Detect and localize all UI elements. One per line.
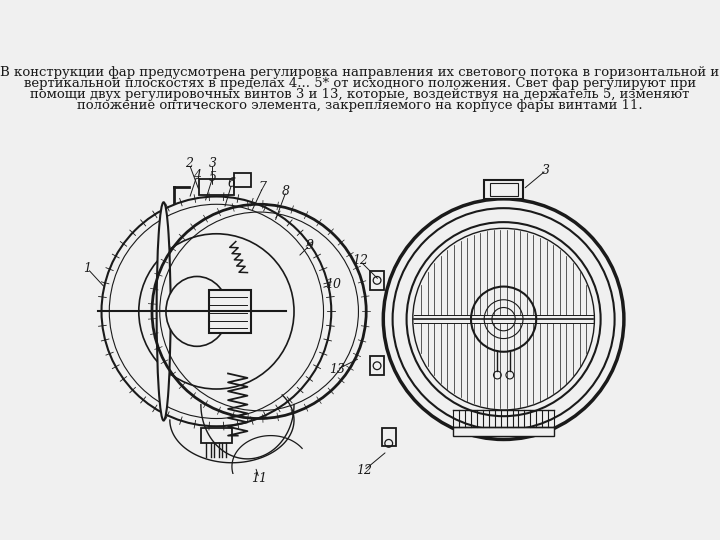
Bar — [453, 427, 554, 436]
Text: 1: 1 — [84, 262, 91, 275]
Circle shape — [383, 199, 624, 440]
Text: 5: 5 — [209, 171, 217, 184]
Text: 11: 11 — [251, 472, 267, 485]
Text: 3: 3 — [542, 164, 550, 177]
Circle shape — [471, 287, 536, 352]
Bar — [490, 183, 518, 195]
Text: вертикальной плоскостях в пределах 4... 5* от исходного положения. Свет фар регу: вертикальной плоскостях в пределах 4... … — [24, 77, 696, 90]
Bar — [234, 173, 251, 187]
Text: помощи двух регулировочных винтов 3 и 13, которые, воздействуя на держатель 5, и: помощи двух регулировочных винтов 3 и 13… — [30, 88, 690, 101]
Bar — [370, 356, 384, 375]
Text: 2: 2 — [185, 158, 193, 171]
Bar — [382, 428, 396, 447]
Text: 7: 7 — [259, 181, 267, 194]
Ellipse shape — [166, 276, 228, 346]
Bar — [370, 271, 384, 289]
Text: 9: 9 — [305, 239, 313, 252]
Text: 4: 4 — [193, 169, 201, 182]
Bar — [209, 289, 251, 333]
Ellipse shape — [157, 202, 171, 421]
Text: положение оптического элемента, закрепляемого на корпусе фары винтами 11.: положение оптического элемента, закрепля… — [77, 99, 643, 112]
Text: 12: 12 — [356, 464, 372, 477]
Bar — [199, 179, 234, 195]
Text: 6: 6 — [228, 177, 236, 190]
Text: В конструкции фар предусмотрена регулировка направления их светового потока в го: В конструкции фар предусмотрена регулиро… — [1, 66, 719, 79]
Text: 3: 3 — [209, 158, 217, 171]
Bar — [201, 428, 232, 443]
Circle shape — [506, 371, 513, 379]
Text: 13: 13 — [329, 363, 345, 376]
Text: 8: 8 — [282, 185, 290, 198]
Text: 10: 10 — [325, 278, 341, 291]
Text: 12: 12 — [352, 254, 368, 267]
Bar — [484, 180, 523, 199]
Circle shape — [493, 371, 501, 379]
